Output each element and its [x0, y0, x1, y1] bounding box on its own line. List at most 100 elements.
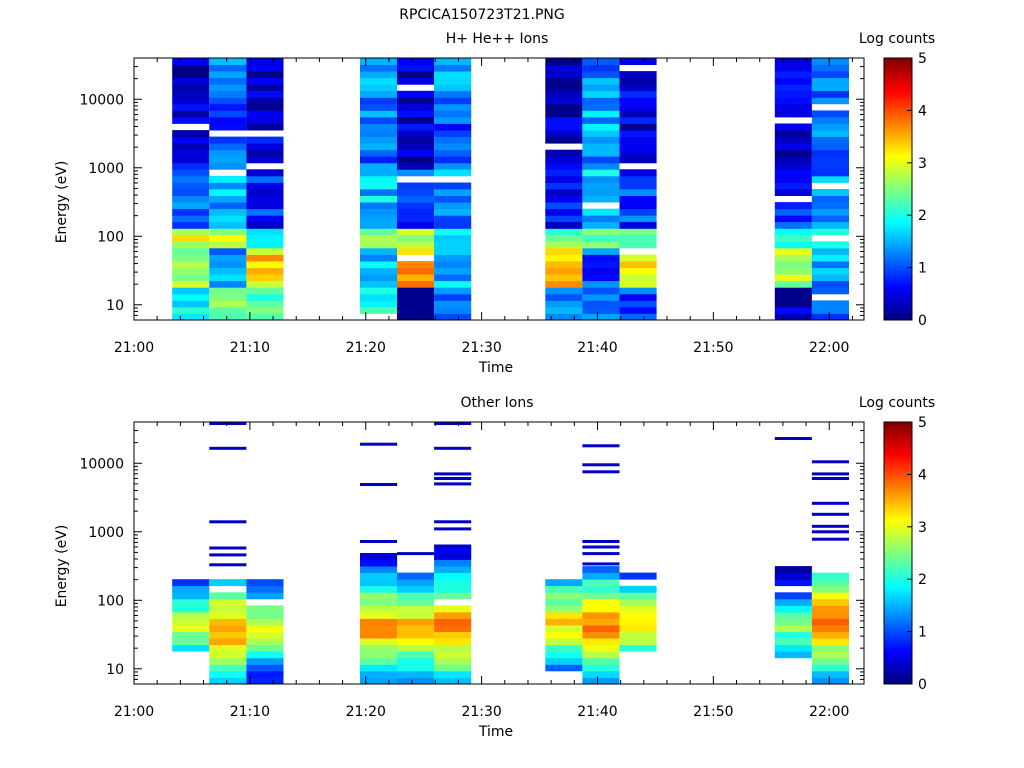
heatmap-cell [172, 267, 210, 275]
x-tick-label: 21:50 [693, 704, 733, 720]
colorbar-tick-label: 5 [918, 415, 927, 431]
heatmap-cell [545, 274, 583, 282]
heatmap-cell [172, 241, 210, 249]
heatmap-cell [360, 306, 398, 314]
heatmap-cell [619, 97, 657, 105]
heatmap-cell [434, 103, 472, 111]
heatmap-cell [360, 84, 398, 92]
heatmap-cell [172, 644, 210, 652]
colorbar-swatch [884, 602, 912, 606]
colorbar-swatch [884, 199, 912, 203]
heatmap-cell [397, 97, 435, 105]
heatmap-cell [811, 149, 849, 157]
heatmap-cell [582, 149, 620, 157]
heatmap-cell [619, 313, 657, 321]
heatmap-cell [172, 208, 210, 216]
heatmap-cell [209, 677, 247, 685]
heatmap-cell [811, 110, 849, 118]
colorbar-swatch [884, 160, 912, 164]
heatmap-cell [811, 175, 849, 183]
heatmap-cell [811, 585, 849, 593]
heatmap-cell [619, 234, 657, 242]
colorbar-swatch [884, 223, 912, 227]
heatmap-cell [397, 677, 435, 685]
heatmap-cell [209, 208, 247, 216]
heatmap-cell [209, 189, 247, 196]
sparse-count-line [811, 501, 849, 505]
sparse-count-line [434, 422, 472, 425]
heatmap-cell [246, 612, 284, 619]
heatmap-cell [209, 77, 247, 85]
heatmap-cell [360, 553, 398, 560]
heatmap-cell [360, 644, 398, 652]
heatmap-cell [582, 631, 620, 639]
heatmap-cell [582, 234, 620, 242]
colorbar-tick-label: 4 [918, 467, 927, 483]
colorbar-swatch [884, 589, 912, 593]
colorbar-swatch [884, 534, 912, 538]
heatmap-cell [434, 215, 472, 223]
heatmap-cell [209, 58, 247, 65]
colorbar-swatch [884, 469, 912, 473]
colorbar-swatch [884, 529, 912, 533]
heatmap-cell [246, 254, 284, 262]
heatmap-cell [774, 306, 812, 314]
colorbar-swatch [884, 587, 912, 591]
colorbar-swatch [884, 639, 912, 643]
heatmap-cell [397, 638, 435, 646]
heatmap-cell [434, 280, 472, 288]
heatmap-cell [360, 651, 398, 659]
colorbar-swatch [884, 626, 912, 630]
colorbar-swatch [884, 107, 912, 111]
heatmap-cell [246, 677, 284, 685]
sparse-count-line [209, 422, 247, 425]
heatmap-cell [246, 143, 284, 151]
heatmap-cell [545, 657, 583, 665]
heatmap-cell [811, 579, 849, 587]
heatmap-cell [774, 64, 812, 72]
heatmap-cell [434, 625, 472, 632]
colorbar-swatch [884, 194, 912, 198]
panel-title-h-he: H+ He++ Ions [446, 31, 549, 47]
heatmap-cell [774, 208, 812, 216]
heatmap-cell [582, 156, 620, 164]
colorbar-swatch [884, 482, 912, 486]
colorbar-swatch [884, 568, 912, 572]
colorbar-swatch [884, 542, 912, 546]
heatmap-cell [209, 228, 247, 236]
heatmap-cell [172, 58, 210, 65]
heatmap-cell [434, 162, 472, 170]
colorbar-swatch [884, 505, 912, 509]
heatmap-cell [209, 71, 247, 79]
heatmap-cell [360, 618, 398, 626]
heatmap-cell [246, 228, 284, 236]
heatmap-cell [172, 189, 210, 196]
heatmap-cell [172, 64, 210, 72]
heatmap-cell [582, 241, 620, 249]
heatmap-cell [246, 280, 284, 288]
heatmap-cell [619, 71, 657, 79]
colorbar-swatch [884, 312, 912, 316]
heatmap-cell [582, 71, 620, 79]
heatmap-cell [811, 267, 849, 275]
heatmap-cell [811, 241, 849, 249]
heatmap-cell [434, 64, 472, 72]
colorbar-tick-label: 1 [918, 625, 927, 641]
heatmap-cell [582, 638, 620, 646]
colorbar-swatch [884, 440, 912, 444]
heatmap-cell [172, 625, 210, 632]
heatmap-cell [774, 261, 812, 269]
colorbar-swatch [884, 92, 912, 96]
axes-other: 21:00 21:10 21:20 21:30 21:40 21:50 22:00 10 100… [79, 421, 865, 720]
colorbar-swatch [884, 550, 912, 554]
heatmap-cell [172, 202, 210, 210]
colorbar-swatch [884, 508, 912, 512]
sparse-count-line [360, 483, 398, 486]
heatmap-cell [619, 215, 657, 223]
heatmap-cell [397, 77, 435, 85]
heatmap-cell [172, 234, 210, 242]
heatmap-cell [434, 605, 472, 613]
colorbar-swatch [884, 600, 912, 604]
heatmap-cell [619, 228, 657, 236]
heatmap-cell [811, 306, 849, 314]
